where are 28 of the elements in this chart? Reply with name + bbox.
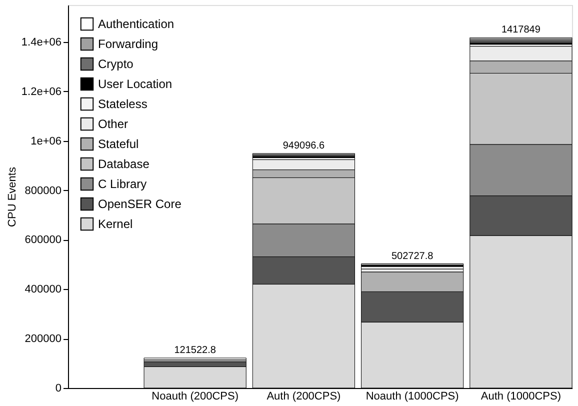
- legend-label: Other: [98, 117, 128, 131]
- legend-label: Kernel: [98, 217, 133, 231]
- legend-label: C Library: [98, 177, 147, 191]
- legend-label: Stateless: [98, 97, 148, 111]
- legend-label: Database: [98, 157, 150, 171]
- y-axis-title: CPU Events: [6, 166, 18, 227]
- legend-label: Forwarding: [98, 37, 158, 51]
- total-label: 502727.8: [391, 250, 434, 262]
- legend-label: OpenSER Core: [98, 197, 182, 211]
- total-label: 121522.8: [174, 344, 216, 356]
- total-label: 949096.6: [282, 140, 325, 152]
- legend-label: User Location: [98, 77, 172, 91]
- y-tick-label: 0: [55, 382, 62, 394]
- x-tick-label: Auth (1000CPS): [480, 390, 562, 402]
- y-tick-label: 200000: [24, 333, 62, 346]
- legend-label: Crypto: [98, 57, 134, 71]
- legend-label: Authentication: [98, 17, 174, 31]
- total-label: 1417849: [501, 24, 541, 36]
- y-tick-label: 1e+06: [30, 135, 62, 148]
- y-tick-label: 1.4e+06: [21, 36, 62, 49]
- x-tick-label: Noauth (1000CPS): [366, 390, 459, 402]
- y-tick-label: 400000: [24, 284, 62, 296]
- x-tick-label: Noauth (200CPS): [152, 390, 238, 402]
- y-tick-label: 600000: [24, 234, 62, 246]
- y-tick-label: 800000: [24, 184, 62, 197]
- y-tick-label: 1.2e+06: [21, 86, 62, 98]
- legend-label: Stateful: [98, 137, 139, 151]
- x-tick-label: Auth (200CPS): [266, 390, 341, 402]
